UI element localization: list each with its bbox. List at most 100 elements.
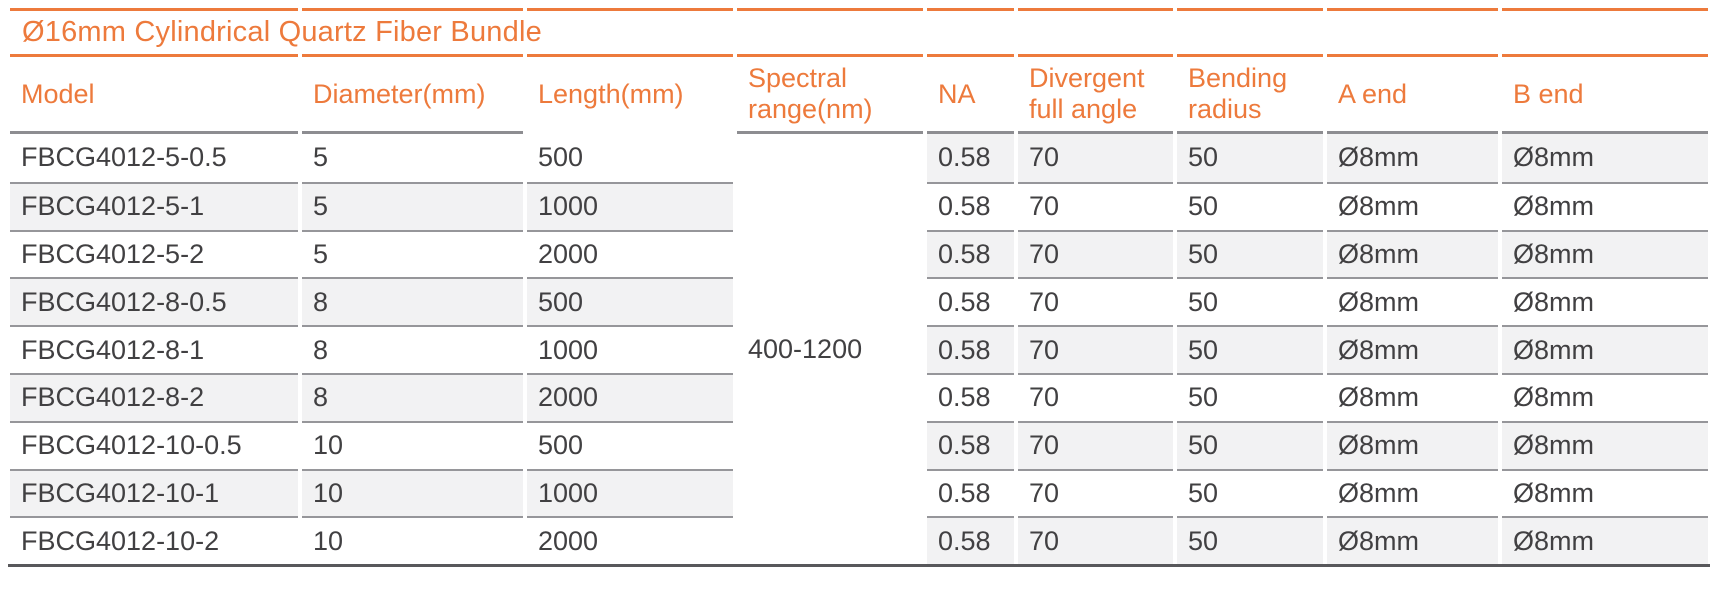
cell-model: FBCG4012-5-0.5 (21, 142, 227, 173)
cell-b-end: Ø8mm (1500, 277, 1710, 325)
table-row: FBCG4012-8-2 8 2000 0.58 70 50 Ø8mm Ø8mm (8, 372, 1710, 421)
table-row: FBCG4012-8-0.5 8 500 0.58 70 50 Ø8mm Ø8m… (8, 277, 1710, 326)
cell-length: 500 (525, 277, 735, 326)
cell-a-end: Ø8mm (1325, 516, 1500, 565)
cell-na: 0.58 (925, 468, 1016, 517)
divider-segment (1018, 8, 1173, 11)
cell-b-end: Ø8mm (1500, 134, 1710, 182)
cell-diameter: 8 (300, 372, 525, 421)
divider-segment (1502, 54, 1708, 57)
cell-b-end: Ø8mm (1500, 372, 1710, 421)
cell-a-end: Ø8mm (1325, 468, 1500, 517)
cell-diameter: 10 (300, 516, 525, 564)
cell-a-end: Ø8mm (1325, 181, 1500, 230)
top-divider (8, 8, 1710, 11)
cell-diameter: 5 (313, 142, 329, 173)
cell-b-end: Ø8mm (1500, 229, 1710, 278)
cell-na: 0.58 (925, 229, 1016, 278)
cell-divergent-angle: 70 (1016, 181, 1175, 230)
header-row: Model Diameter(mm) Length(mm) Spectral rang… (8, 57, 1710, 131)
column-header: Spectral range(nm) (748, 63, 873, 124)
cell-a-end: Ø8mm (1325, 420, 1500, 469)
cell-model: FBCG4012-10-2 (8, 516, 300, 564)
cell-length: 2000 (525, 229, 735, 278)
cell-divergent-angle: 70 (1016, 420, 1175, 469)
divider-segment (737, 54, 923, 57)
cell-na: 0.58 (925, 372, 1016, 421)
cell-b-end: Ø8mm (1500, 325, 1710, 373)
cell-bending-radius: 50 (1175, 229, 1325, 278)
divider-segment (1018, 54, 1173, 57)
cell-model: FBCG4012-8-0.5 (8, 277, 300, 326)
cell-length: 500 (525, 420, 735, 469)
divider-segment (10, 131, 298, 134)
divider-segment (1327, 131, 1498, 134)
cell-a-end: Ø8mm (1325, 325, 1500, 373)
cell-na: 0.58 (925, 277, 1016, 325)
divider-segment (1018, 131, 1173, 134)
cell-bending-radius: 50 (1175, 181, 1325, 230)
cell-model: FBCG4012-5-2 (8, 229, 300, 278)
cell-na: 0.58 (925, 181, 1016, 230)
cell-divergent-angle: 70 (1016, 516, 1175, 565)
divider-segment (527, 8, 733, 11)
cell-model: FBCG4012-10-1 (8, 468, 300, 517)
table-title: Ø16mm Cylindrical Quartz Fiber Bundle (22, 16, 542, 48)
cell-a-end: Ø8mm (1325, 277, 1500, 325)
cell-na: 0.58 (925, 420, 1016, 469)
divider-segment (527, 54, 733, 57)
divider-segment (10, 8, 298, 11)
cell-divergent-angle: 70 (1016, 468, 1175, 517)
divider-segment (927, 8, 1014, 11)
divider-segment (927, 131, 1014, 134)
table-row: FBCG4012-10-1 10 1000 0.58 70 50 Ø8mm Ø8… (8, 468, 1710, 517)
cell-diameter: 10 (300, 468, 525, 517)
table-row: FBCG4012-5-1 5 1000 0.58 70 50 Ø8mm Ø8mm (8, 181, 1710, 230)
cell-length: 1000 (525, 181, 735, 230)
divider-segment (927, 54, 1014, 57)
cell-diameter: 8 (300, 325, 525, 373)
column-header: NA (938, 78, 976, 109)
cell-a-end: Ø8mm (1325, 134, 1500, 182)
cell-divergent-angle: 70 (1016, 229, 1175, 278)
divider-segment (1177, 54, 1323, 57)
cell-length: 1000 (525, 468, 735, 517)
cell-b-end: Ø8mm (1500, 516, 1710, 565)
column-header: Length(mm) (538, 78, 684, 109)
spec-table: Ø16mm Cylindrical Quartz Fiber Bundle Mo… (8, 8, 1710, 568)
cell-divergent-angle: 70 (1016, 277, 1175, 325)
divider-segment (302, 131, 523, 134)
title-divider (8, 54, 1710, 57)
divider-segment (1177, 8, 1323, 11)
divider-segment (737, 8, 923, 11)
cell-diameter: 5 (300, 181, 525, 230)
cell-na: 0.58 (925, 325, 1016, 373)
divider-segment (1327, 8, 1498, 11)
divider-segment (10, 54, 298, 57)
cell-length: 2000 (525, 372, 735, 421)
cell-bending-radius: 50 (1175, 516, 1325, 565)
bottom-divider (8, 564, 1710, 568)
cell-diameter: 5 (300, 229, 525, 278)
cell-bending-radius: 50 (1175, 420, 1325, 469)
table-row: FBCG4012-5-2 5 2000 0.58 70 50 Ø8mm Ø8mm (8, 229, 1710, 278)
cell-divergent-angle: 70 (1016, 325, 1175, 373)
divider-segment (1177, 131, 1323, 134)
cell-diameter: 8 (300, 277, 525, 326)
cell-model: FBCG4012-5-1 (8, 181, 300, 230)
cell-diameter: 10 (300, 420, 525, 469)
cell-length: 2000 (525, 516, 735, 564)
divider-segment (302, 54, 523, 57)
cell-na: 0.58 (925, 516, 1016, 565)
cell-bending-radius: 50 (1175, 468, 1325, 517)
table-row: FBCG4012-10-0.5 10 500 0.58 70 50 Ø8mm Ø… (8, 420, 1710, 469)
cell-length: 500 (538, 142, 584, 173)
table-body: 400-1200 FBCG4012-5-0.5 5 500 0.58 70 50… (8, 134, 1710, 565)
cell-a-end: Ø8mm (1325, 372, 1500, 421)
cell-a-end: Ø8mm (1325, 229, 1500, 278)
cell-length: 1000 (525, 325, 735, 373)
cell-bending-radius: 50 (1175, 372, 1325, 421)
datasheet-page: Ø16mm Cylindrical Quartz Fiber Bundle Mo… (0, 8, 1716, 590)
table-row: FBCG4012-8-1 8 1000 0.58 70 50 Ø8mm Ø8mm (8, 325, 1710, 373)
divider-segment (1502, 8, 1708, 11)
